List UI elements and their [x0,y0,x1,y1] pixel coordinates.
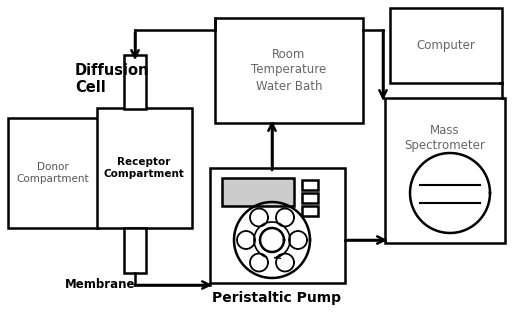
Bar [390,8,502,83]
Bar [302,180,318,190]
Text: Diffusion
Cell: Diffusion Cell [75,63,150,95]
Bar [222,178,294,206]
Bar [124,55,146,109]
Text: Receptor
Compartment: Receptor Compartment [103,157,184,179]
Bar [302,206,318,216]
Bar [210,168,345,283]
Bar [124,228,146,273]
Text: Room
Temperature
Water Bath: Room Temperature Water Bath [251,48,327,93]
Bar [8,118,98,228]
Bar [385,98,505,243]
Text: Mass
Spectrometer: Mass Spectrometer [404,123,485,152]
Text: Membrane: Membrane [65,278,135,291]
Bar [97,108,192,228]
Bar [302,193,318,203]
Text: Donor
Compartment: Donor Compartment [17,162,89,184]
Text: Computer: Computer [417,39,476,51]
Text: Peristaltic Pump: Peristaltic Pump [212,291,342,305]
Bar [215,18,363,123]
